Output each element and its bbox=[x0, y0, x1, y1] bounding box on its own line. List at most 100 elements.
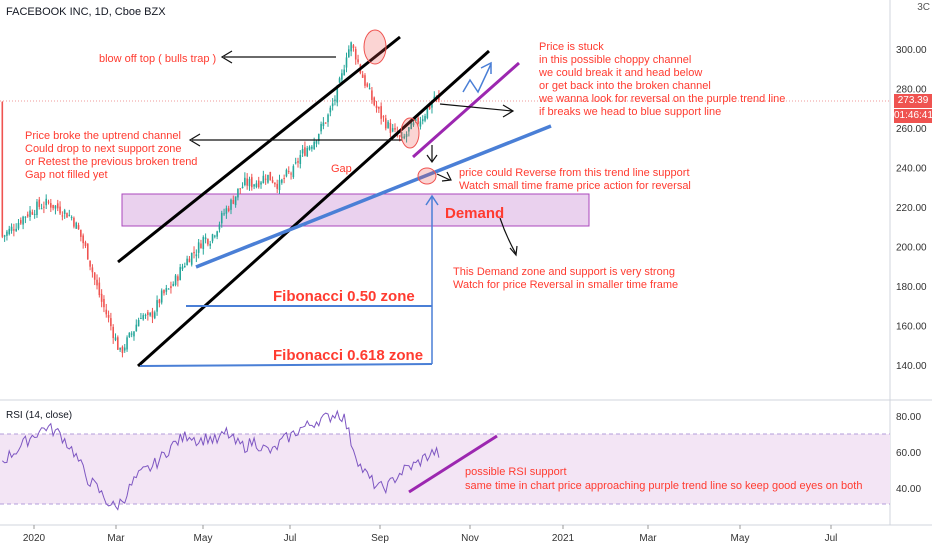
candle-body bbox=[292, 166, 295, 178]
candle-body bbox=[227, 208, 230, 211]
chart-title[interactable]: FACEBOOK INC, 1D, Cboe BZX bbox=[6, 6, 166, 18]
time-tick-label: Mar bbox=[639, 533, 657, 544]
candle-body bbox=[244, 177, 246, 186]
candle-body bbox=[317, 133, 320, 141]
candle-body bbox=[40, 208, 43, 210]
candle-body bbox=[304, 147, 306, 156]
candle-body bbox=[70, 216, 73, 218]
reverse-line-2: Watch small time frame price action for … bbox=[459, 180, 691, 192]
candle-body bbox=[341, 73, 343, 80]
rsi-note-line-2: same time in chart price approaching pur… bbox=[465, 480, 862, 492]
time-tick-label: Jul bbox=[825, 533, 838, 544]
demand-label: Demand bbox=[445, 205, 504, 222]
candle-body bbox=[421, 119, 424, 122]
candle-body bbox=[338, 78, 341, 83]
candle-body bbox=[322, 122, 325, 127]
candle-body bbox=[13, 229, 15, 231]
bullish-path-arrowhead bbox=[480, 61, 492, 74]
rsi-note-line-1: possible RSI support bbox=[465, 466, 567, 478]
demand-note-line-2: Watch for price Reversal in smaller time… bbox=[453, 279, 678, 291]
purple-trend-line[interactable] bbox=[412, 61, 520, 159]
candle-body bbox=[135, 324, 138, 332]
corner-label[interactable]: 3C bbox=[917, 2, 930, 13]
candle-body bbox=[308, 146, 311, 150]
time-tick-label: May bbox=[731, 533, 750, 544]
candle-body bbox=[119, 347, 121, 350]
candle-body bbox=[320, 123, 322, 132]
candle-body bbox=[348, 49, 350, 58]
candle-body bbox=[253, 184, 255, 187]
candles-group bbox=[1, 41, 440, 358]
candle-body bbox=[110, 318, 112, 327]
candle-body bbox=[10, 226, 13, 231]
stuck-line-3: we could break it and head below bbox=[538, 67, 702, 79]
candle-body bbox=[311, 146, 313, 149]
candle-body bbox=[433, 96, 436, 99]
candle-body bbox=[177, 276, 179, 281]
candle-body bbox=[172, 283, 175, 286]
stuck-line-1: Price is stuck bbox=[539, 41, 604, 53]
candle-body bbox=[260, 182, 262, 185]
candle-body bbox=[59, 206, 61, 214]
candle-body bbox=[287, 171, 290, 173]
candle-body bbox=[214, 235, 216, 237]
candle-body bbox=[193, 251, 195, 254]
broke-channel-line-1: Price broke the uptrend channel bbox=[25, 130, 181, 142]
fib-up-arrowhead bbox=[425, 194, 439, 206]
candle-body bbox=[218, 224, 221, 230]
candle-body bbox=[274, 182, 276, 185]
reverse-line-1: price could Reverse from this trend line… bbox=[459, 167, 690, 179]
candle-body bbox=[315, 140, 318, 144]
candle-body bbox=[234, 196, 237, 206]
channel-upper-line[interactable] bbox=[117, 35, 401, 264]
channel-lower-line[interactable] bbox=[136, 49, 491, 368]
broke-channel-line-2: Could drop to next support zone bbox=[25, 143, 182, 155]
price-tick-label: 220.00 bbox=[896, 203, 927, 214]
candle-body bbox=[382, 116, 385, 118]
candle-body bbox=[52, 204, 54, 209]
candle-body bbox=[153, 312, 156, 319]
candle-body bbox=[237, 188, 239, 198]
candle-body bbox=[117, 337, 119, 350]
time-axis[interactable]: 2020 Mar May Jul Sep Nov 2021 Mar May Jul bbox=[23, 525, 838, 544]
candle-body bbox=[121, 346, 124, 353]
candle-body bbox=[54, 205, 57, 209]
candle-body bbox=[128, 332, 131, 337]
candle-body bbox=[147, 312, 149, 315]
candle-body bbox=[262, 175, 265, 184]
candle-body bbox=[216, 231, 218, 237]
demand-note-line-1: This Demand zone and support is very str… bbox=[453, 266, 675, 278]
candle-body bbox=[271, 180, 274, 183]
candle-body bbox=[181, 266, 184, 270]
candle-body bbox=[190, 252, 193, 265]
candle-body bbox=[126, 337, 128, 350]
reverse-arrow bbox=[436, 173, 451, 181]
blue-support-line[interactable] bbox=[195, 124, 552, 269]
rsi-purple-trend-line[interactable] bbox=[408, 434, 498, 494]
candle-body bbox=[352, 45, 355, 48]
rsi-axis[interactable]: 80.00 60.00 40.00 bbox=[896, 412, 921, 495]
fib-0618-line[interactable] bbox=[139, 363, 433, 367]
last-price-tag: 273.39 bbox=[894, 94, 932, 108]
candle-body bbox=[401, 136, 403, 138]
candle-body bbox=[80, 229, 82, 237]
gap-text: Gap bbox=[331, 163, 352, 175]
price-axis[interactable]: 300.00 280.00 260.00 240.00 220.00 200.00 180.… bbox=[896, 45, 927, 372]
candle-body bbox=[107, 315, 110, 318]
candle-body bbox=[91, 267, 94, 273]
rsi-title[interactable]: RSI (14, close) bbox=[6, 410, 73, 421]
demand-zone[interactable] bbox=[121, 193, 590, 227]
candle-body bbox=[209, 243, 212, 246]
candle-body bbox=[230, 199, 232, 210]
price-tick-label: 160.00 bbox=[896, 322, 927, 333]
candle-body bbox=[26, 214, 29, 217]
candle-body bbox=[419, 121, 422, 127]
fib-050-label: Fibonacci 0.50 zone bbox=[273, 288, 415, 305]
candle-body bbox=[327, 114, 329, 123]
candle-body bbox=[278, 179, 281, 191]
candle-body bbox=[31, 212, 34, 215]
candle-body bbox=[63, 210, 66, 215]
rsi-tick-label: 60.00 bbox=[896, 448, 921, 459]
candle-body bbox=[313, 141, 315, 149]
